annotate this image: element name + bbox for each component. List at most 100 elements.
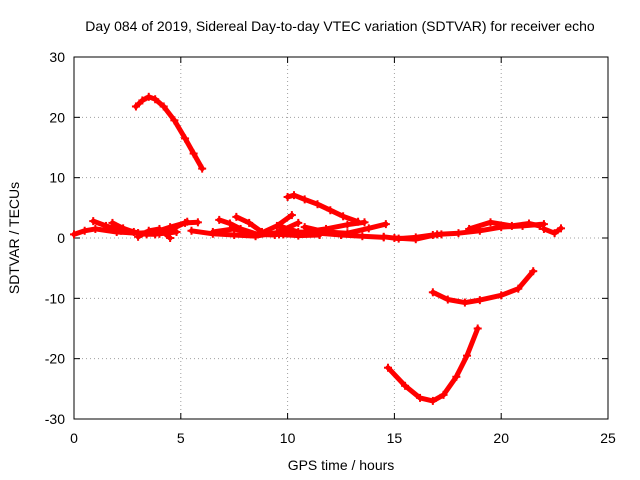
- data-point: [411, 235, 420, 244]
- data-point: [322, 224, 331, 233]
- data-point: [475, 296, 484, 305]
- data-point: [275, 221, 284, 230]
- x-tick-label: 20: [493, 430, 509, 446]
- data-point: [473, 324, 482, 333]
- data-point: [108, 218, 117, 227]
- data-point: [294, 218, 303, 227]
- data-point: [159, 102, 168, 111]
- data-point: [390, 234, 399, 242]
- data-point: [131, 102, 140, 111]
- data-point: [300, 195, 309, 204]
- data-point: [524, 219, 533, 228]
- data-point: [70, 230, 78, 239]
- data-point: [507, 221, 516, 230]
- data-point: [232, 212, 241, 221]
- data-point: [151, 95, 160, 104]
- data-point: [208, 227, 217, 236]
- data-point: [486, 218, 495, 227]
- data-point: [279, 230, 288, 239]
- data-point: [339, 212, 348, 221]
- series-arc-5: [135, 226, 173, 241]
- data-point: [134, 232, 143, 241]
- series-group: [70, 92, 566, 405]
- data-point: [379, 232, 388, 241]
- data-point: [535, 221, 544, 230]
- data-point: [225, 219, 234, 228]
- data-point: [514, 284, 523, 293]
- y-tick-label: 20: [49, 109, 65, 125]
- axis-ticks: 0 5 10 15 20 25 -30 -20 -10 0 10 20 30: [45, 49, 616, 446]
- data-point: [170, 116, 179, 125]
- data-point: [193, 218, 202, 227]
- data-point: [89, 217, 98, 226]
- y-tick-label: -20: [45, 351, 65, 367]
- chart-title: Day 084 of 2019, Sidereal Day-to-day VTE…: [85, 18, 595, 34]
- x-tick-label: 15: [387, 430, 403, 446]
- data-point: [144, 226, 153, 235]
- data-point: [497, 291, 506, 300]
- data-point: [155, 224, 164, 233]
- data-point: [102, 221, 111, 230]
- data-point: [454, 229, 463, 238]
- data-point: [529, 267, 538, 276]
- data-point: [433, 230, 442, 239]
- data-point: [129, 227, 138, 236]
- data-point: [364, 224, 373, 233]
- data-point: [343, 229, 352, 238]
- data-point: [215, 215, 224, 224]
- data-point: [300, 227, 309, 236]
- data-point: [463, 351, 472, 360]
- data-point: [187, 226, 196, 235]
- data-point: [326, 206, 335, 215]
- data-point: [360, 218, 369, 227]
- grid: [74, 57, 608, 419]
- data-point: [138, 96, 147, 105]
- data-point: [381, 220, 390, 229]
- data-point: [245, 218, 254, 227]
- y-tick-label: -30: [45, 411, 65, 427]
- data-point: [287, 211, 296, 220]
- data-point: [443, 295, 452, 304]
- x-axis-label: GPS time / hours: [288, 457, 395, 473]
- data-point: [460, 298, 469, 307]
- data-point: [91, 224, 100, 233]
- data-point: [401, 381, 410, 390]
- data-point: [557, 224, 566, 233]
- data-point: [183, 217, 192, 226]
- data-point: [80, 226, 89, 235]
- y-tick-label: 0: [57, 230, 65, 246]
- data-point: [230, 224, 239, 233]
- data-point: [189, 149, 198, 158]
- y-axis-label: SDTVAR / TECUs: [6, 182, 22, 294]
- data-point: [166, 234, 175, 242]
- x-tick-label: 5: [177, 430, 185, 446]
- data-point: [439, 390, 448, 399]
- x-tick-label: 10: [280, 430, 296, 446]
- y-tick-label: 30: [49, 49, 65, 65]
- data-point: [198, 164, 207, 173]
- data-point: [313, 200, 322, 209]
- data-point: [539, 224, 548, 233]
- y-tick-label: 10: [49, 170, 65, 186]
- data-point: [290, 191, 299, 200]
- data-point: [428, 288, 437, 297]
- data-point: [550, 229, 559, 238]
- data-point: [358, 232, 367, 241]
- x-tick-label: 0: [70, 430, 78, 446]
- data-point: [383, 363, 392, 372]
- data-point: [428, 396, 437, 405]
- data-point: [251, 231, 260, 240]
- data-point: [283, 192, 292, 201]
- data-point: [465, 224, 474, 233]
- data-point: [181, 134, 190, 143]
- data-point: [172, 227, 181, 236]
- data-point: [452, 372, 461, 381]
- series-arc-19: [385, 326, 481, 404]
- data-point: [343, 220, 352, 229]
- data-point: [144, 92, 153, 101]
- data-point: [416, 393, 425, 402]
- y-tick-label: -10: [45, 290, 65, 306]
- data-point: [119, 224, 128, 233]
